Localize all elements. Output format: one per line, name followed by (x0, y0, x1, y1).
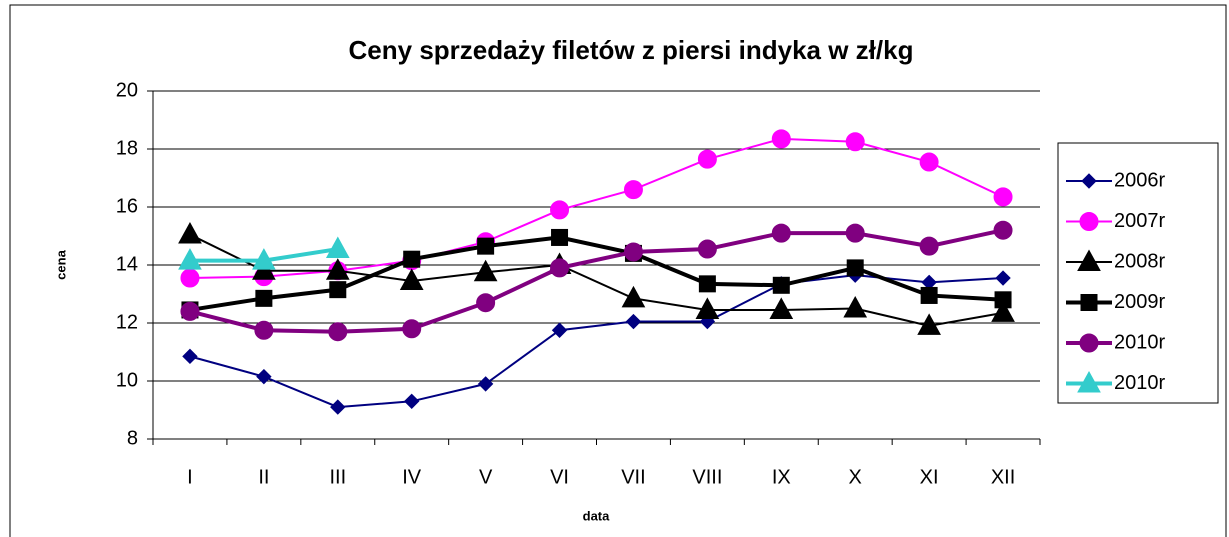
chart-title: Ceny sprzedaży filetów z piersi indyka w… (349, 35, 914, 65)
marker (843, 295, 868, 318)
marker (255, 289, 273, 307)
x-tick-label: II (258, 466, 269, 488)
marker (252, 248, 276, 270)
marker (182, 348, 198, 365)
marker (402, 319, 422, 339)
legend-marker (1077, 370, 1101, 393)
marker (771, 223, 791, 243)
marker (917, 313, 941, 335)
marker (623, 242, 643, 262)
series-line (189, 233, 1004, 327)
marker (254, 320, 274, 340)
x-tick-label: V (479, 466, 493, 488)
marker (623, 180, 643, 200)
marker (845, 132, 865, 152)
marker (769, 297, 794, 319)
marker (772, 276, 790, 294)
x-tick-label: III (329, 466, 346, 488)
y-tick-label: 16 (116, 195, 138, 217)
legend-box (1057, 142, 1219, 404)
series-line (189, 274, 1004, 409)
marker (329, 281, 347, 299)
marker (846, 259, 864, 277)
marker (919, 152, 939, 172)
y-tick-label: 20 (116, 79, 138, 101)
x-tick-label: XI (920, 466, 939, 488)
legend-label: 2006r (1114, 169, 1165, 191)
marker (178, 222, 202, 244)
legend-marker (1081, 173, 1097, 189)
marker (325, 236, 350, 259)
marker (625, 313, 642, 330)
marker (993, 187, 1013, 207)
marker (698, 275, 716, 293)
marker (178, 248, 202, 270)
marker (399, 268, 424, 290)
marker (993, 220, 1013, 240)
marker (845, 223, 865, 243)
marker (920, 286, 938, 304)
marker (697, 149, 717, 169)
marker (919, 236, 939, 256)
legend-marker (1080, 294, 1098, 311)
marker (330, 399, 346, 415)
x-tick-label: IV (402, 466, 422, 488)
x-tick-label: IX (772, 466, 791, 488)
y-tick-label: 12 (116, 311, 138, 333)
legend-marker (1079, 333, 1099, 353)
legend-label: 2010r (1114, 372, 1165, 394)
y-tick-label: 8 (127, 427, 138, 449)
marker (403, 250, 421, 268)
legend-marker (1079, 212, 1099, 231)
marker (404, 393, 420, 410)
marker (256, 368, 272, 385)
x-tick-label: I (187, 466, 193, 488)
y-axis-title: cena (53, 249, 68, 279)
legend-marker (1077, 249, 1101, 271)
marker (325, 258, 350, 280)
marker (477, 376, 494, 392)
marker (180, 301, 200, 321)
marker (473, 259, 498, 282)
marker (994, 291, 1012, 309)
marker (621, 285, 646, 308)
marker (551, 322, 568, 338)
x-tick-label: XII (991, 466, 1015, 488)
series-line (189, 235, 1004, 312)
legend-label: 2010r (1114, 331, 1165, 353)
series-line (189, 228, 1004, 334)
y-tick-label: 18 (116, 137, 138, 159)
marker (551, 228, 569, 246)
x-tick-label: VI (550, 466, 569, 488)
legend-label: 2007r (1114, 210, 1165, 232)
marker (477, 237, 495, 255)
marker (328, 322, 348, 342)
x-tick-label: X (849, 466, 862, 488)
marker (476, 293, 496, 313)
marker (550, 258, 570, 278)
marker (180, 268, 200, 288)
x-tick-label: VII (621, 466, 645, 488)
y-tick-label: 10 (116, 369, 138, 391)
marker (550, 200, 570, 220)
marker (771, 129, 791, 149)
chart-frame (9, 4, 1227, 537)
x-tick-label: VIII (692, 466, 722, 488)
marker (991, 300, 1015, 322)
y-tick-label: 14 (116, 253, 138, 275)
marker (697, 239, 717, 259)
legend-label: 2008r (1114, 250, 1165, 272)
x-axis-title: data (583, 508, 611, 523)
legend-label: 2009r (1114, 291, 1165, 313)
marker (695, 297, 720, 319)
marker (995, 270, 1011, 286)
